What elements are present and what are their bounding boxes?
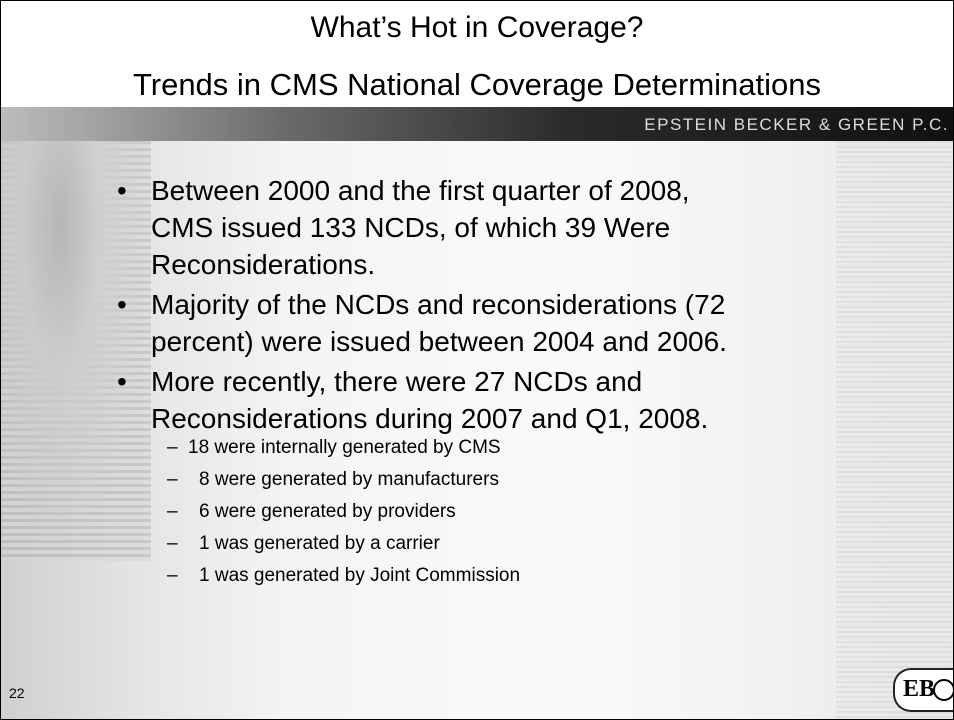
bullet-text: More recently, there were 27 NCDs and [151, 364, 642, 400]
sub-text: 8 were generated by manufacturers [199, 469, 499, 491]
sub-dash: – [167, 437, 178, 459]
sub-dash: – [167, 469, 178, 491]
bullet-text: percent) were issued between 2004 and 20… [151, 324, 727, 360]
logo: EB [893, 668, 954, 712]
stripes [836, 141, 953, 719]
bullet-dot: • [117, 287, 127, 323]
page-number: 22 [9, 685, 25, 701]
bullet-dot: • [117, 173, 127, 209]
sub-dash: – [167, 533, 178, 555]
sub-text: 1 was generated by Joint Commission [199, 565, 520, 587]
bullet-text: CMS issued 133 NCDs, of which 39 Were [151, 210, 670, 246]
bullet-text: Reconsiderations during 2007 and Q1, 200… [151, 401, 708, 437]
bullet-text: Reconsiderations. [151, 247, 375, 283]
logo-text: EB [903, 676, 935, 703]
firm-name: EPSTEIN BECKER & GREEN P.C. [644, 115, 949, 135]
slide: What’s Hot in Coverage? Trends in CMS Na… [0, 0, 954, 720]
sub-text: 18 were internally generated by CMS [188, 437, 501, 459]
title: What’s Hot in Coverage? [1, 11, 953, 45]
logo-globe [933, 679, 954, 701]
bullet-dot: • [117, 364, 127, 400]
sub-text: 1 was generated by a carrier [199, 533, 440, 555]
sub-text: 6 were generated by providers [199, 501, 456, 523]
capitol-image [1, 141, 151, 561]
sub-dash: – [167, 501, 178, 523]
subtitle: Trends in CMS National Coverage Determin… [1, 67, 953, 103]
sub-dash: – [167, 565, 178, 587]
bullet-text: Majority of the NCDs and reconsideration… [151, 287, 725, 323]
bullet-text: Between 2000 and the first quarter of 20… [151, 173, 690, 209]
